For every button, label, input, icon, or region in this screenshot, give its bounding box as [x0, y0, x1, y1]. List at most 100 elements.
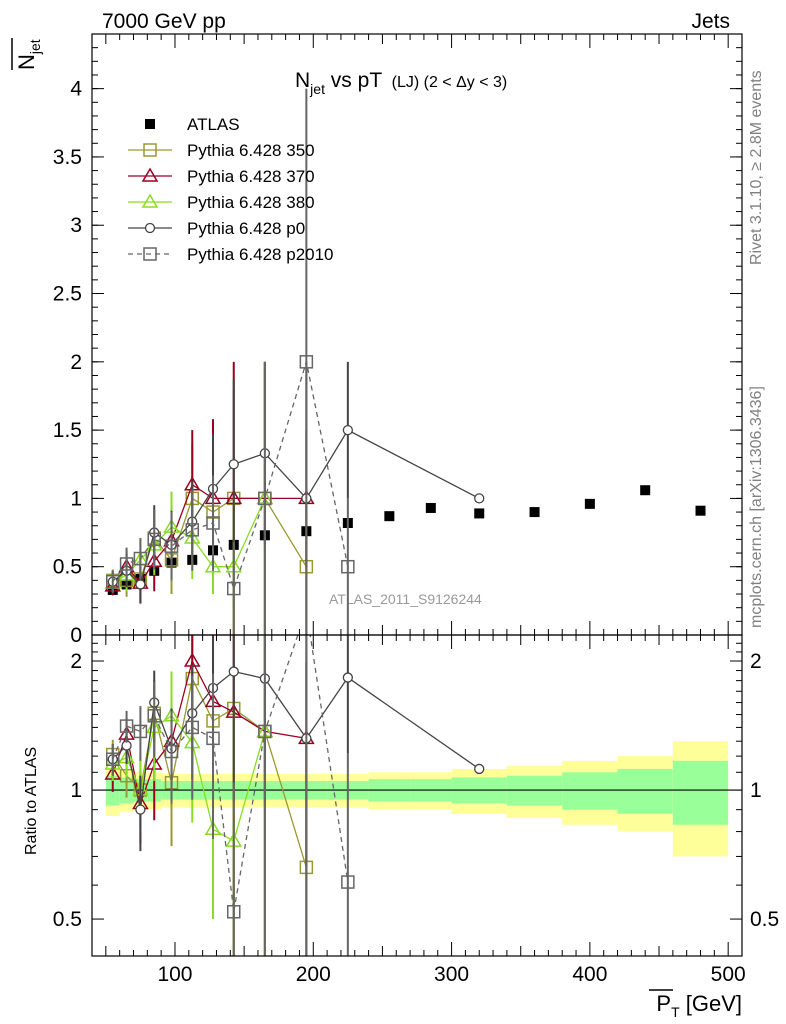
- legend-label: Pythia 6.428 p2010: [187, 245, 334, 264]
- main-ytick-label: 1: [70, 487, 82, 510]
- main-ytick-label: 2.5: [53, 283, 82, 306]
- plot-title-qualifier: (LJ) (2 < Δy < 3): [392, 74, 508, 91]
- header-left: 7000 GeV pp: [102, 10, 226, 33]
- legend-label: Pythia 6.428 p0: [187, 219, 305, 238]
- legend-marker: [141, 167, 159, 182]
- legend-label: Pythia 6.428 380: [187, 193, 315, 212]
- ratio-s4-point: [105, 752, 120, 766]
- main-s5-point: [133, 551, 148, 566]
- main-s5-series: [105, 88, 355, 635]
- legend-label: ATLAS: [187, 115, 240, 134]
- ratio-ylabel: Ratio to ATLAS: [23, 747, 40, 855]
- ratio-s3-series: [107, 635, 485, 956]
- ratio-s4-point: [341, 875, 355, 889]
- legend-marker: [143, 247, 157, 261]
- legend-entry: Pythia 6.428 370: [128, 167, 315, 186]
- main-s5-point: [147, 532, 161, 547]
- main-s5-point: [119, 557, 134, 571]
- main-s5-point: [258, 491, 272, 506]
- main-ytick-label: 4: [70, 78, 82, 101]
- main-s5-point: [185, 523, 200, 537]
- xtick-label: 500: [711, 963, 746, 986]
- ratio-ytick-label-right: 1: [750, 779, 762, 802]
- main-ytick-label: 0: [70, 624, 82, 647]
- main-ytick-label: 2: [70, 351, 82, 374]
- legend-entry: Pythia 6.428 380: [128, 193, 315, 212]
- ratio-s4-line: [112, 635, 349, 912]
- plot-title-rest: vs pT: [325, 69, 382, 92]
- main-s0-point: [425, 502, 436, 513]
- main-ylabel-sub: jet: [27, 39, 43, 55]
- legend: ATLAS Pythia 6.428 350 Pythia 6.428 370 Pyt…: [128, 115, 334, 264]
- ratio-s4-point: [133, 724, 148, 739]
- main-s4-point: [135, 579, 146, 590]
- legend-label: Pythia 6.428 370: [187, 167, 315, 186]
- main-s0-point: [384, 511, 395, 522]
- main-s5-point: [299, 355, 314, 369]
- main-s2-line: [112, 483, 307, 587]
- ratio-ytick-label: 1: [70, 779, 82, 802]
- ratio-s4-point: [119, 719, 134, 733]
- legend-marker: [144, 222, 156, 234]
- ratio-s4-point: [206, 731, 220, 746]
- main-s3-point: [204, 558, 222, 573]
- band-inner: [617, 768, 673, 814]
- plot-title-sub: jet: [309, 81, 325, 97]
- ratio-s4-point: [164, 744, 179, 759]
- ratio-s3-point: [474, 763, 485, 775]
- main-s4-point: [474, 493, 485, 504]
- legend-entry: ATLAS: [145, 115, 240, 134]
- ratio-uncertainty-bands: [105, 741, 729, 857]
- legend-entry: Pythia 6.428 p0: [128, 219, 305, 238]
- band-inner: [672, 760, 729, 825]
- main-ylabel-main: N: [14, 54, 39, 70]
- xtick-label: 200: [296, 963, 331, 986]
- main-s5-point: [105, 574, 120, 589]
- main-s0-point: [640, 485, 651, 496]
- main-s5-point: [164, 539, 179, 553]
- main-s0-point: [695, 505, 706, 516]
- rivet-version-text: Rivet 3.1.10, ≥ 2.8M events: [748, 70, 765, 265]
- ratio-ytick-label: 2: [70, 650, 82, 673]
- legend-marker: [145, 119, 155, 129]
- ratio-s4-point: [258, 724, 272, 739]
- x-axis-label-main: P: [656, 991, 671, 1016]
- plot-title-main: N: [295, 69, 310, 92]
- ratio-s4-point: [227, 905, 241, 919]
- ratio-panel: 0.5 0.5 1 1 2 2 100 200 300 400 500: [53, 634, 779, 986]
- main-panel: 0 0.5 1 1.5 2 2.5 3 3.5 4: [53, 33, 743, 647]
- x-axis-label-sub: T: [671, 1004, 680, 1020]
- plot-title: Njet vs pT (LJ) (2 < Δy < 3): [295, 69, 507, 97]
- header-right: Jets: [691, 10, 730, 33]
- main-s2-series: [104, 361, 315, 635]
- main-s4-point: [342, 424, 354, 436]
- main-s5-point: [227, 581, 241, 596]
- legend-entry: Pythia 6.428 350: [128, 141, 315, 160]
- main-s4-point: [228, 459, 239, 470]
- main-ytick-label: 3.5: [53, 146, 82, 169]
- ratio-plot-frame: [91, 634, 743, 957]
- main-ylabel: Njet: [14, 39, 43, 70]
- main-s0-point: [474, 508, 485, 519]
- legend-entry: Pythia 6.428 p2010: [128, 245, 334, 264]
- main-ytick-label: 1.5: [53, 419, 82, 442]
- ratio-ytick-label-right: 2: [750, 650, 762, 673]
- main-s1-line: [112, 497, 307, 582]
- x-axis-label: PT [GeV]: [656, 991, 742, 1020]
- main-s3-line: [112, 498, 266, 584]
- ratio-s4-series: [105, 635, 355, 956]
- legend-marker: [141, 193, 159, 208]
- main-ytick-label: 3: [70, 214, 82, 237]
- ratio-s3-point: [342, 672, 354, 683]
- mcplots-text: mcplots.cern.ch [arXiv:1306.3436]: [748, 386, 765, 628]
- ratio-s4-point: [147, 709, 161, 723]
- ratio-ytick-label-right: 0.5: [750, 908, 779, 931]
- xtick-label: 100: [157, 963, 192, 986]
- xtick-label: 400: [572, 963, 607, 986]
- ratio-s3-point: [135, 804, 146, 815]
- main-s0-point: [529, 507, 540, 518]
- legend-label: Pythia 6.428 350: [187, 141, 315, 160]
- main-s5-point: [206, 516, 220, 530]
- ratio-s1-line: [112, 659, 307, 807]
- legend-marker: [143, 143, 157, 157]
